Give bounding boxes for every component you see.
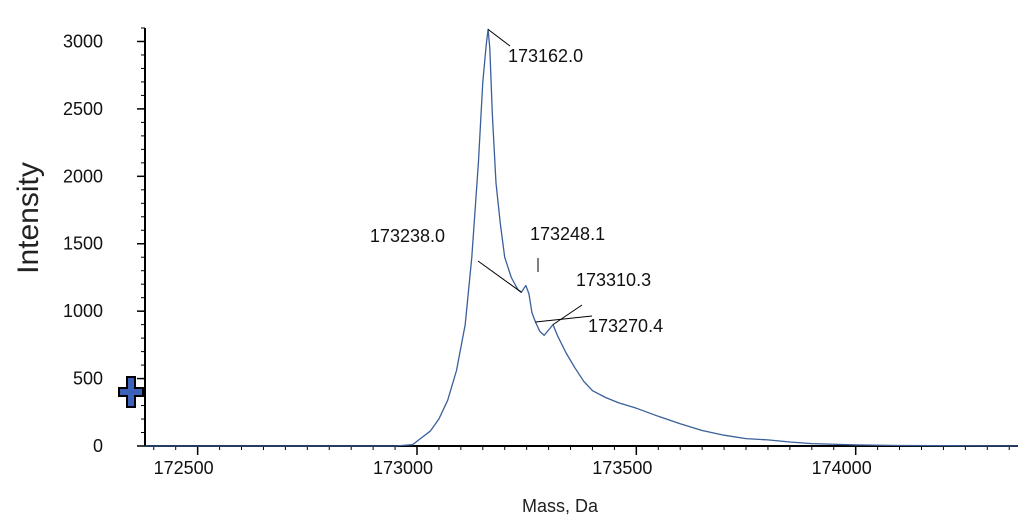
x-tick-label: 172500 [154,458,214,478]
y-axis-label: Intensity [12,162,45,274]
y-tick-label: 0 [93,436,103,456]
x-tick-label: 173000 [373,458,433,478]
peak-annotation-label: 173162.0 [508,46,583,66]
y-tick-label: 1500 [63,234,103,254]
series [145,28,1019,447]
cursor-marker-icon[interactable] [118,376,144,408]
x-tick-label: 173500 [592,458,652,478]
annotation-leader [477,260,522,293]
y-tick-label: 500 [73,369,103,389]
x-tick-label: 174000 [812,458,872,478]
peak-annotation-label: 173310.3 [576,270,651,290]
peak-annotation-label: 173238.0 [370,226,445,246]
y-tick-label: 1000 [63,301,103,321]
annotation-leader [535,315,593,323]
peak-annotation-label: 173248.1 [530,224,605,244]
y-tick-label: 2500 [63,99,103,119]
ticks: 0 500 1000 1500 2000 2500 3000 172500 173000 1735… [63,27,1010,478]
annotation-leader [487,28,511,47]
spectrum-line [145,28,1019,447]
peak-annotation-label: 173270.4 [588,316,663,336]
y-tick-label: 3000 [63,31,103,51]
annotation-leader [552,304,583,326]
annotations: 173162.0 173238.0 173248.1 173310.3 173270.4 [370,28,663,336]
y-tick-label: 2000 [63,166,103,186]
x-axis-label: Mass, Da [522,496,599,516]
